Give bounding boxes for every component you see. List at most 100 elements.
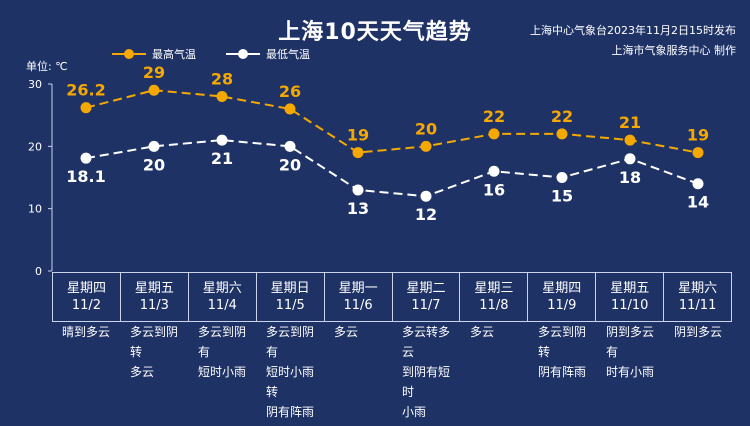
low-temp-label: 20	[279, 155, 301, 174]
low-temp-label: 16	[483, 180, 505, 199]
weekday-label: 星期二	[406, 281, 446, 296]
weekday-label: 星期五	[610, 281, 650, 296]
weather-desc-line: 多云到阴转	[130, 325, 179, 359]
high-temp-point	[420, 140, 432, 152]
day-cell: 星期五 11/10	[596, 273, 665, 321]
weekday-label: 星期三	[474, 281, 514, 296]
high-temp-point	[624, 134, 636, 146]
high-temp-point	[148, 84, 160, 96]
weather-desc-line: 到阴有短时	[402, 365, 451, 399]
weather-desc-line: 多云到阴有	[266, 325, 315, 359]
day-cell: 星期三 11/8	[460, 273, 529, 321]
low-temp-label: 13	[347, 199, 369, 218]
high-temp-line	[85, 89, 699, 154]
day-cell: 星期四 11/2	[52, 273, 121, 321]
date-label: 11/4	[207, 298, 237, 313]
low-temp-point	[692, 178, 704, 190]
high-temp-point	[284, 103, 296, 115]
low-temp-label: 21	[211, 149, 233, 168]
weather-desc-line: 小雨	[402, 405, 427, 419]
weekday-label: 星期四	[542, 281, 582, 296]
legend-high-marker	[112, 49, 146, 59]
chart-title: 上海10天天气趋势	[278, 20, 472, 45]
legend-low-label: 最低气温	[266, 48, 310, 61]
low-temp-point	[420, 190, 432, 202]
low-temp-label: 12	[415, 205, 437, 224]
high-temp-label: 22	[551, 107, 573, 126]
date-label: 11/8	[479, 298, 509, 313]
low-temp-point	[216, 134, 228, 146]
high-temp-point	[352, 147, 364, 159]
high-temp-point	[216, 90, 228, 102]
weather-desc-line: 时有小雨	[606, 365, 655, 379]
high-temp-label: 21	[619, 113, 641, 132]
legend-item-low: 最低气温	[226, 46, 310, 62]
weather-desc: 多云到阴有 短时小雨转 阴有阵雨	[256, 322, 324, 422]
low-temp-label: 20	[143, 155, 165, 174]
high-temp-point	[692, 147, 704, 159]
weather-desc: 多云到阴转 阴有阵雨	[528, 322, 596, 422]
high-temp-label: 29	[143, 63, 165, 82]
day-cell: 星期一 11/6	[325, 273, 393, 321]
low-temp-label: 18	[619, 168, 641, 187]
date-label: 11/10	[610, 298, 649, 313]
high-temp-point	[556, 128, 568, 140]
high-temp-label: 26.2	[66, 81, 105, 100]
high-temp-label: 22	[483, 107, 505, 126]
low-temp-point	[488, 165, 500, 177]
weather-desc: 多云	[460, 322, 528, 422]
legend-low-marker	[226, 49, 260, 59]
weekday-label: 星期一	[338, 281, 378, 296]
day-cell: 星期四 11/9	[528, 273, 597, 321]
weather-descriptions: 晴到多云 多云到阴转 多云 多云到阴有 短时小雨 多云到阴有 短时小雨转 阴有阵雨 多云 多云转多…	[52, 322, 732, 422]
weather-desc-line: 多云转多云	[402, 325, 451, 359]
high-temp-point	[488, 128, 500, 140]
day-cell: 星期二 11/7	[393, 273, 461, 321]
weather-desc-line: 多云到阴转	[538, 325, 587, 359]
weather-desc: 多云到阴转 多云	[120, 322, 188, 422]
weather-desc: 阴到多云	[664, 322, 732, 422]
day-cell: 星期六 11/4	[189, 273, 257, 321]
weekday-label: 星期四	[66, 281, 106, 296]
weekday-label: 星期五	[134, 281, 174, 296]
weather-desc-line: 阴有阵雨	[266, 405, 315, 419]
high-temp-label: 19	[347, 126, 369, 145]
publish-info: 上海中心气象台2023年11月2日15时发布	[530, 24, 736, 37]
weather-desc: 多云到阴有 短时小雨	[188, 322, 256, 422]
weather-desc: 阴到多云有 时有小雨	[596, 322, 664, 422]
date-label: 11/2	[71, 298, 102, 313]
unit-label: 单位: ℃	[26, 60, 68, 73]
low-temp-point	[352, 184, 364, 196]
date-label: 11/5	[275, 298, 305, 313]
weather-desc-line: 阴到多云有	[606, 325, 655, 359]
weekday-label: 星期六	[202, 281, 242, 296]
high-temp-point	[80, 102, 92, 114]
low-temp-label: 15	[551, 187, 573, 206]
low-temp-point	[80, 152, 92, 164]
date-label: 11/9	[547, 298, 577, 313]
day-cell: 星期日 11/5	[257, 273, 325, 321]
date-label: 11/6	[343, 298, 373, 313]
y-tick-label: 0	[35, 265, 42, 278]
weekday-label: 星期日	[270, 281, 310, 296]
low-temp-point	[624, 153, 636, 165]
weather-desc-line: 多云	[130, 365, 155, 379]
legend: 最高气温 最低气温	[112, 46, 310, 62]
weather-desc-line: 多云	[334, 325, 359, 339]
day-cell: 星期五 11/3	[121, 273, 189, 321]
weekday-label: 星期六	[678, 281, 718, 296]
producer-info: 上海市气象服务中心 制作	[611, 44, 737, 57]
day-cell: 星期六 11/11	[664, 273, 733, 321]
weather-desc-line: 阴有阵雨	[538, 365, 587, 379]
legend-high-label: 最高气温	[152, 48, 196, 61]
weather-desc-line: 多云到阴有	[198, 325, 247, 359]
weather-desc-line: 阴到多云	[674, 325, 723, 339]
y-tick-label: 10	[28, 203, 42, 216]
date-label: 11/3	[139, 298, 169, 313]
weather-desc-line: 晴到多云	[62, 325, 111, 339]
weather-desc: 多云转多云到阴有短时小雨	[392, 322, 460, 422]
low-temp-point	[148, 140, 160, 152]
high-temp-label: 19	[687, 126, 709, 145]
high-temp-label: 28	[211, 69, 233, 88]
